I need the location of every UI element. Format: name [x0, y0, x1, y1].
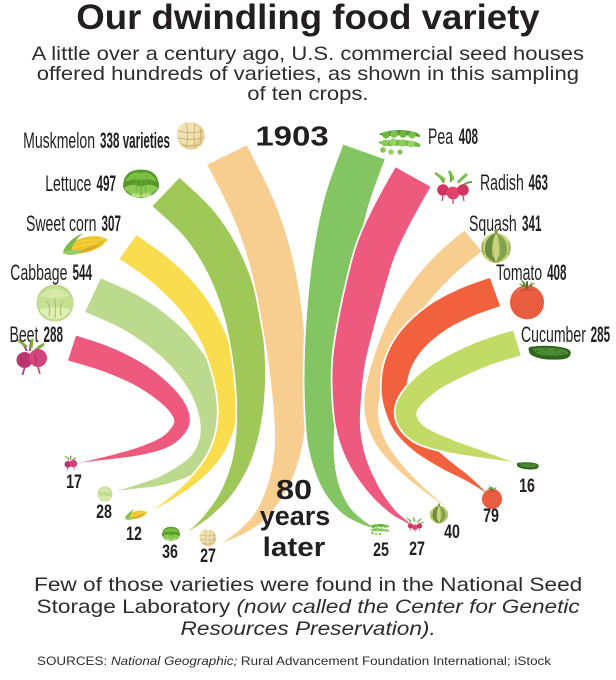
svg-text:12: 12 [126, 523, 142, 544]
svg-text:408: 408 [547, 260, 567, 285]
svg-text:Squash: Squash [469, 211, 517, 236]
svg-text:Muskmelon: Muskmelon [23, 128, 95, 153]
svg-text:Tomato: Tomato [496, 260, 542, 285]
svg-text:16: 16 [519, 475, 535, 496]
svg-text:years: years [260, 501, 331, 531]
svg-text:341: 341 [522, 211, 542, 236]
svg-text:27: 27 [200, 545, 216, 566]
svg-text:288: 288 [44, 322, 64, 347]
svg-text:1903: 1903 [255, 122, 328, 152]
svg-text:463: 463 [529, 170, 549, 195]
svg-text:later: later [263, 532, 326, 562]
svg-text:307: 307 [102, 211, 122, 236]
svg-text:27: 27 [409, 538, 425, 559]
svg-text:Sweet corn: Sweet corn [26, 211, 96, 236]
svg-text:28: 28 [96, 501, 112, 522]
svg-text:Radish: Radish [480, 170, 524, 195]
svg-text:36: 36 [162, 541, 178, 562]
svg-text:Beet: Beet [9, 322, 38, 347]
svg-text:25: 25 [373, 539, 389, 560]
svg-text:544: 544 [73, 260, 93, 285]
svg-text:285: 285 [591, 322, 611, 347]
svg-text:Cabbage: Cabbage [10, 260, 67, 285]
svg-text:80: 80 [276, 475, 312, 505]
svg-text:17: 17 [66, 471, 82, 492]
svg-text:Pea: Pea [428, 124, 454, 149]
svg-text:40: 40 [444, 521, 460, 542]
svg-text:497: 497 [97, 171, 117, 196]
svg-text:Cucumber: Cucumber [521, 322, 586, 347]
svg-text:338 varieties: 338 varieties [100, 128, 170, 153]
svg-text:Lettuce: Lettuce [45, 171, 91, 196]
svg-text:79: 79 [483, 505, 499, 526]
svg-text:408: 408 [459, 124, 479, 149]
